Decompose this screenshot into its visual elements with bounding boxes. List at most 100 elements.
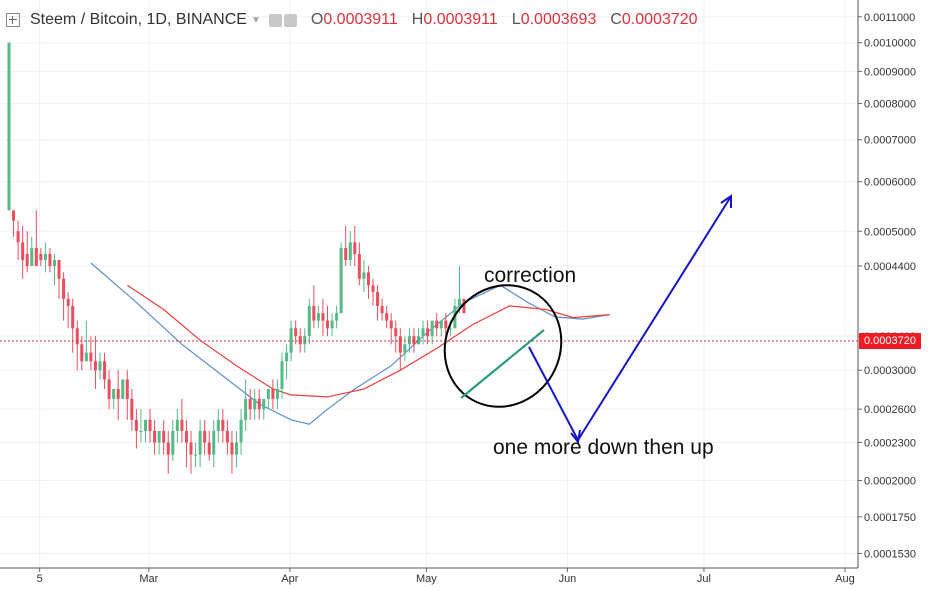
symbol-title[interactable]: Steem / Bitcoin, 1D, BINANCE bbox=[30, 11, 247, 28]
correction-annotation: correction bbox=[484, 264, 577, 287]
moving-average-line bbox=[90, 262, 610, 425]
candle-body bbox=[144, 419, 147, 431]
y-tick-label: 0.0011000 bbox=[864, 12, 915, 24]
candle-body bbox=[407, 336, 411, 345]
chart-grid bbox=[0, 0, 858, 568]
candle-body bbox=[426, 328, 430, 337]
y-tick-label: 0.0008000 bbox=[864, 98, 916, 110]
open-value: 0.0003911 bbox=[323, 11, 398, 28]
candle-body bbox=[43, 253, 47, 260]
candle-body bbox=[271, 388, 275, 399]
candle-body bbox=[166, 442, 170, 455]
candle-body bbox=[103, 361, 107, 380]
candle-body bbox=[344, 248, 348, 260]
high-value: 0.0003911 bbox=[423, 11, 498, 28]
y-tick-label: 0.0010000 bbox=[864, 38, 916, 50]
candle-body bbox=[389, 320, 393, 329]
candle-body bbox=[175, 419, 179, 431]
y-tick-label: 0.0007000 bbox=[864, 135, 916, 147]
candle-body bbox=[439, 320, 443, 329]
low-label: L bbox=[511, 11, 521, 28]
candle-body bbox=[257, 398, 261, 410]
candle-body bbox=[93, 361, 97, 371]
candle-body bbox=[125, 379, 129, 399]
y-tick-label: 0.0002000 bbox=[864, 476, 916, 488]
candle-body bbox=[39, 253, 43, 260]
y-tick-label: 0.0002300 bbox=[864, 438, 916, 450]
candle-body bbox=[398, 336, 402, 353]
x-tick-label: Apr bbox=[281, 573, 298, 585]
candle-body bbox=[12, 210, 16, 221]
candle-body bbox=[189, 442, 193, 455]
x-tick-label: Aug bbox=[835, 573, 855, 585]
candle-body bbox=[312, 305, 316, 321]
y-tick-label: 0.0009000 bbox=[864, 66, 916, 78]
collapse-icon[interactable] bbox=[6, 13, 20, 27]
candle-body bbox=[53, 259, 56, 267]
eye-icon[interactable] bbox=[268, 13, 282, 27]
candle-body bbox=[235, 442, 238, 455]
candle-body bbox=[339, 248, 343, 314]
candle-body bbox=[171, 430, 175, 455]
candle-body bbox=[357, 253, 361, 279]
moving-averages bbox=[90, 262, 610, 425]
candle-body bbox=[216, 419, 220, 431]
forecast-annotation: one more down then up bbox=[493, 436, 714, 459]
candle-body bbox=[298, 336, 302, 345]
support-trendline bbox=[460, 329, 545, 399]
candle-body bbox=[462, 298, 466, 314]
chevron-down-icon[interactable]: ▼ bbox=[250, 14, 261, 26]
candle-body bbox=[16, 231, 20, 243]
candle-body bbox=[34, 248, 38, 267]
candle-body bbox=[371, 285, 375, 292]
x-tick-label: May bbox=[416, 573, 437, 585]
candle-body bbox=[412, 336, 416, 345]
candle-body bbox=[66, 298, 70, 306]
candle-body bbox=[121, 379, 125, 399]
candle-body bbox=[303, 336, 307, 345]
candle-body bbox=[285, 352, 289, 362]
candle-body bbox=[266, 388, 270, 399]
candle-body bbox=[326, 320, 329, 329]
open-label: O bbox=[310, 11, 324, 28]
candle-body bbox=[394, 328, 398, 337]
forecast-arrowhead-up bbox=[720, 194, 732, 208]
candle-body bbox=[134, 419, 138, 431]
candle-body bbox=[157, 430, 161, 443]
candle-body bbox=[330, 320, 334, 329]
candle-body bbox=[84, 352, 88, 362]
candle-body bbox=[203, 430, 207, 443]
candle-body bbox=[153, 430, 157, 443]
candle-body bbox=[421, 328, 425, 337]
candle-body bbox=[62, 278, 66, 299]
high-label: H bbox=[411, 11, 424, 28]
close-label: C bbox=[610, 11, 622, 28]
chart-header: Steem / Bitcoin, 1D, BINANCE ▼ O 0.00039… bbox=[0, 0, 858, 40]
candle-body bbox=[316, 313, 320, 321]
candle-body bbox=[335, 313, 339, 321]
moving-average-line bbox=[126, 284, 610, 398]
user-drawings bbox=[443, 194, 732, 445]
y-tick-label: 0.0005000 bbox=[864, 226, 916, 238]
candle-body bbox=[57, 259, 61, 279]
gear-icon[interactable] bbox=[283, 13, 297, 27]
candle-body bbox=[207, 442, 211, 455]
candle-body bbox=[25, 253, 29, 267]
candle-body bbox=[98, 361, 102, 371]
candle-body bbox=[230, 442, 234, 455]
candle-body bbox=[321, 313, 325, 321]
candlestick-series bbox=[7, 42, 466, 474]
candle-body bbox=[71, 305, 75, 329]
candle-body bbox=[30, 248, 34, 267]
candle-body bbox=[116, 388, 120, 399]
candle-body bbox=[148, 419, 152, 431]
candle-body bbox=[294, 328, 298, 337]
candle-body bbox=[307, 305, 311, 337]
candle-body bbox=[362, 272, 366, 279]
candle-body bbox=[403, 344, 407, 353]
candle-body bbox=[262, 398, 266, 410]
candle-body bbox=[448, 328, 452, 330]
candle-body bbox=[7, 42, 11, 211]
candle-body bbox=[112, 388, 116, 399]
